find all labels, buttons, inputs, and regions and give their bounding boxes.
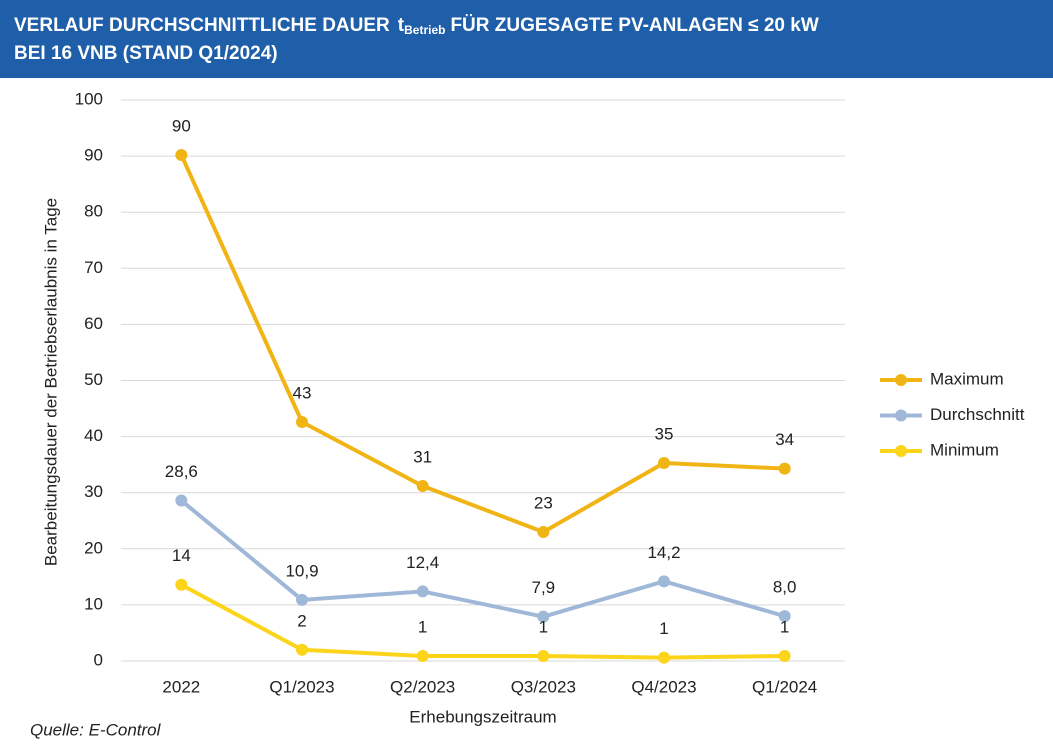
- data-point: [416, 479, 429, 492]
- series-line: [180, 499, 786, 619]
- data-label: 10,9: [285, 561, 318, 580]
- y-tick-label: 10: [84, 594, 103, 613]
- source: Quelle: E-Control: [30, 720, 162, 739]
- y-tick-label: 90: [84, 146, 103, 165]
- legend-marker: [895, 445, 907, 457]
- data-point: [537, 525, 550, 538]
- legend-label: Durchschnitt: [930, 405, 1025, 424]
- y-tick-label: 40: [84, 426, 103, 445]
- data-label: 2: [297, 611, 306, 630]
- header: VERLAUF DURCHSCHNITTLICHE DAUER tBetrieb F…: [0, 0, 1053, 78]
- y-axis-label: Bearbeitungsdauer der Betriebserlaubnis …: [41, 198, 60, 566]
- legend-marker: [895, 374, 907, 386]
- data-label: 35: [655, 424, 674, 443]
- data-point: [296, 416, 308, 429]
- data-point: [175, 494, 188, 507]
- data-label: 43: [293, 383, 312, 402]
- x-tick-label: Q1/2024: [752, 677, 817, 696]
- y-tick-label: 70: [84, 258, 103, 277]
- title: BEI 16 VNB (STAND Q1/2024): [14, 43, 278, 64]
- title: t: [397, 15, 405, 36]
- data-label: 1: [418, 617, 427, 636]
- y-tick-label: 50: [84, 370, 103, 389]
- title-subscript: Betrieb: [404, 23, 446, 37]
- x-tick-label: Q3/2023: [511, 677, 576, 696]
- y-tick-label: 30: [84, 482, 103, 501]
- legend-label: Minimum: [930, 440, 999, 459]
- data-label: 12,4: [406, 553, 439, 572]
- legend-marker: [895, 409, 907, 422]
- data-label: 14: [172, 546, 191, 565]
- data-point: [175, 578, 188, 591]
- x-axis-label: Erhebungszeitraum: [409, 707, 556, 726]
- y-tick-label: 100: [75, 89, 103, 108]
- legend-label: Maximum: [930, 369, 1004, 388]
- data-point: [416, 585, 429, 598]
- title: VERLAUF DURCHSCHNITTLICHE DAUER: [14, 15, 390, 36]
- data-point: [296, 593, 308, 606]
- data-label: 28,6: [165, 462, 198, 481]
- data-point: [778, 649, 791, 662]
- y-tick-label: 60: [84, 314, 103, 333]
- series-line: [180, 582, 785, 660]
- data-label: 34: [775, 430, 794, 449]
- data-point: [658, 575, 670, 588]
- data-label: 1: [659, 619, 668, 638]
- data-label: 14,2: [647, 543, 680, 562]
- data-label: 23: [534, 493, 553, 512]
- data-label: 90: [172, 116, 191, 135]
- x-tick-label: Q1/2023: [269, 677, 334, 696]
- data-point: [778, 610, 791, 623]
- data-label: 8,0: [773, 578, 797, 597]
- y-tick-label: 80: [84, 202, 103, 221]
- data-point: [778, 462, 791, 475]
- data-point: [658, 456, 670, 469]
- title: FÜR ZUGESAGTE PV-ANLAGEN ≤ 20 kW: [450, 15, 819, 36]
- y-tick-label: 20: [84, 538, 103, 557]
- data-point: [658, 651, 670, 664]
- data-point: [175, 148, 188, 161]
- x-tick-label: Q4/2023: [631, 677, 696, 696]
- series-line: [179, 154, 785, 534]
- data-point: [537, 610, 550, 623]
- data-point: [416, 649, 429, 662]
- data-label: 1: [780, 617, 789, 636]
- data-label: 31: [413, 447, 432, 466]
- y-tick-label: 0: [94, 650, 103, 669]
- data-point: [537, 649, 550, 662]
- data-label: 7,9: [532, 578, 556, 597]
- x-tick-label: 2022: [162, 677, 200, 696]
- x-tick-label: Q2/2023: [390, 677, 455, 696]
- data-label: 1: [539, 617, 548, 636]
- data-point: [296, 643, 308, 656]
